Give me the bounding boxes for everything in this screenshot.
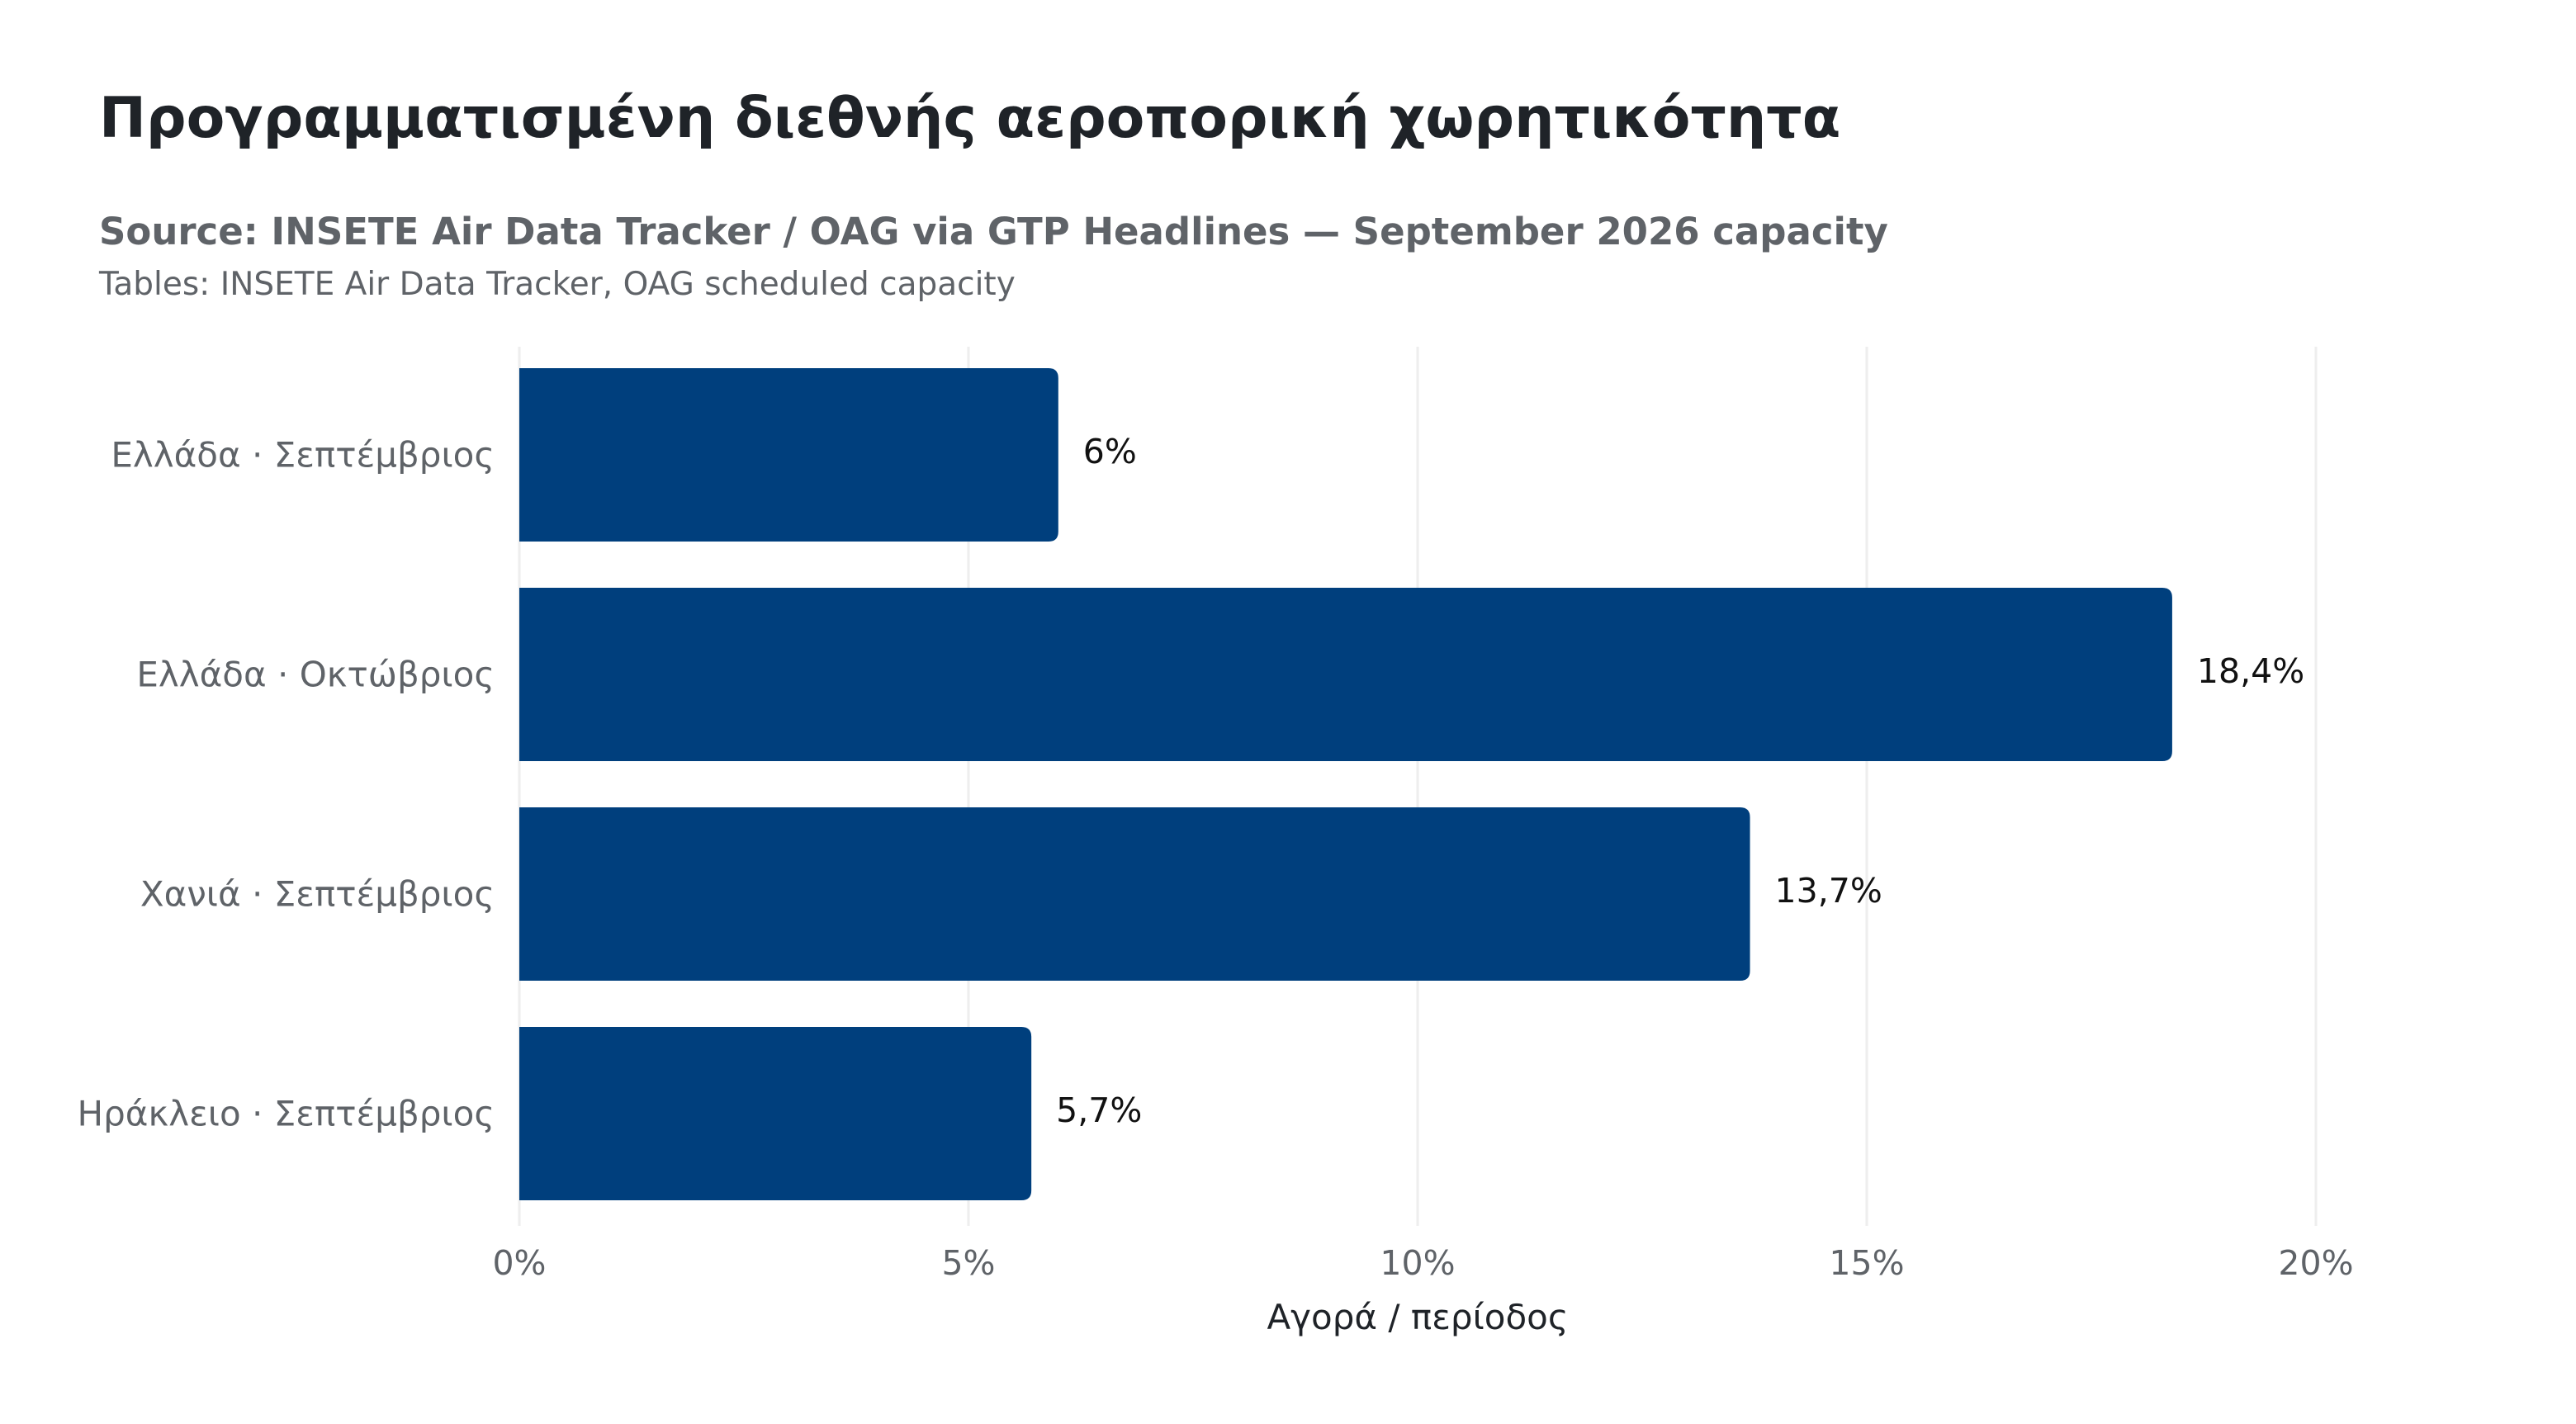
bar xyxy=(519,807,1750,981)
data-label: 5,7% xyxy=(1056,1090,1142,1130)
bar xyxy=(519,588,2172,761)
y-category-label: Χανιά · Σεπτέμβριος xyxy=(140,874,495,915)
y-category-label: Ηράκλειο · Σεπτέμβριος xyxy=(78,1094,495,1134)
labels: 0% 5% 10% 15% 20% Ελλάδα · Σεπτέμβριος 6% Ελλάδ… xyxy=(78,432,2354,1337)
x-tick-label: 0% xyxy=(492,1243,546,1283)
y-category-label: Ελλάδα · Σεπτέμβριος xyxy=(111,435,495,475)
x-axis-title: Αγορά / περίοδος xyxy=(1267,1297,1568,1337)
y-category-label: Ελλάδα · Οκτώβριος xyxy=(136,655,495,695)
x-tick-label: 5% xyxy=(941,1243,995,1283)
bar xyxy=(519,368,1058,542)
x-tick-label: 20% xyxy=(2278,1243,2353,1283)
chart-subtitle: Source: INSETE Air Data Tracker / OAG vi… xyxy=(99,210,1888,253)
x-tick-label: 15% xyxy=(1829,1243,1904,1283)
x-tick-label: 10% xyxy=(1380,1243,1455,1283)
chart-caption: Tables: INSETE Air Data Tracker, OAG sch… xyxy=(99,266,1016,303)
bar xyxy=(519,1027,1032,1200)
data-label: 13,7% xyxy=(1775,871,1882,911)
bars xyxy=(519,368,2172,1200)
chart-title: Προγραμματισμένη διεθνής αεροπορική χωρη… xyxy=(99,86,1841,151)
data-label: 18,4% xyxy=(2197,651,2304,691)
data-label: 6% xyxy=(1083,432,1137,471)
